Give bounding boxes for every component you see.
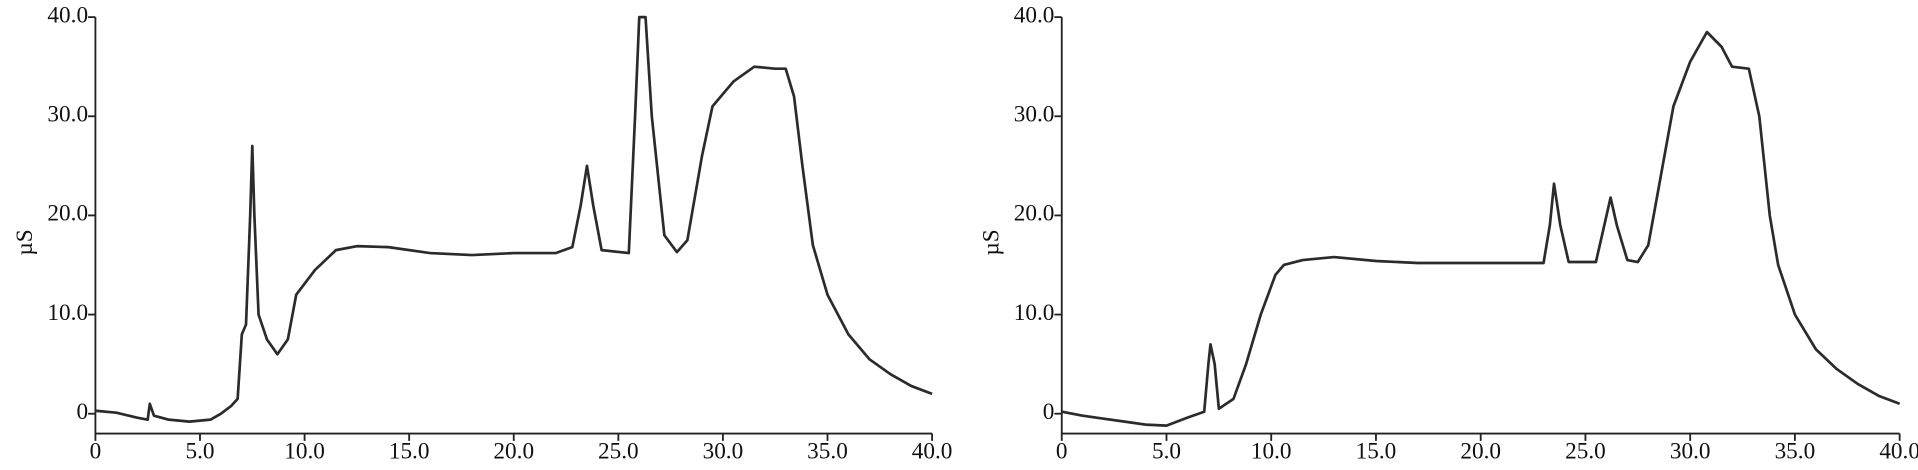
x-tick-label: 10.0 [1251, 438, 1292, 464]
y-tick-label: 0 [1043, 399, 1055, 425]
x-tick-label: 20.0 [493, 438, 534, 464]
x-tick-label: 15.0 [389, 438, 430, 464]
y-tick-label: 20.0 [47, 201, 88, 227]
x-tick-label: 30.0 [703, 438, 744, 464]
y-tick-label: 20.0 [1014, 201, 1055, 227]
x-tick-label: 15.0 [1356, 438, 1397, 464]
x-tick-label: 0 [1056, 438, 1068, 464]
x-tick-label: 25.0 [598, 438, 639, 464]
x-tick-label: 35.0 [807, 438, 848, 464]
y-tick-label: 30.0 [1014, 102, 1055, 128]
y-axis-label: µS [12, 229, 38, 255]
y-tick-label: 10.0 [1014, 300, 1055, 326]
y-axis-label: µS [979, 229, 1005, 255]
x-tick-label: 0 [90, 438, 102, 464]
chart: 0 10.0 20.0 30.0 40.0 0 5.0 10.0 15.0 20.0 25.0 30.… [979, 2, 1918, 464]
x-tick-label: 35.0 [1775, 438, 1816, 464]
x-tick-label: 25.0 [1565, 438, 1606, 464]
y-tick-label: 40.0 [1014, 2, 1055, 28]
x-tick-label: 20.0 [1460, 438, 1501, 464]
x-tick-label: 40.0 [912, 438, 953, 464]
data-line [95, 15, 933, 423]
y-tick-label: 30.0 [47, 102, 88, 128]
x-tick-label: 30.0 [1670, 438, 1711, 464]
x-tick-label: 40.0 [1879, 438, 1918, 464]
y-tick-label: 0 [76, 399, 88, 425]
y-tick-label: 10.0 [47, 300, 88, 326]
data-line [1061, 30, 1901, 427]
x-tick-label: 5.0 [185, 438, 214, 464]
x-tick-label: 10.0 [284, 438, 325, 464]
y-tick-label: 40.0 [47, 2, 88, 28]
x-tick-label: 5.0 [1152, 438, 1181, 464]
chart: 0 10.0 20.0 30.0 40.0 0 5.0 10.0 15.0 20.0 25.0 30.… [12, 2, 952, 464]
